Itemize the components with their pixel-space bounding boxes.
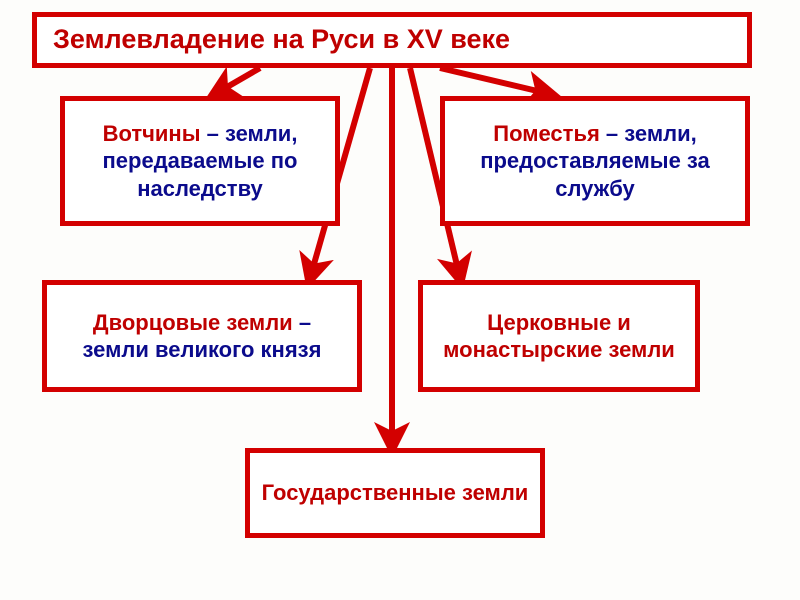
term: Поместья — [493, 121, 600, 146]
node-state: Государственные земли — [245, 448, 545, 538]
term: Вотчины — [103, 121, 201, 146]
node-votchiny: Вотчины – земли, передаваемые по наследс… — [60, 96, 340, 226]
node-pomestya: Поместья – земли, предоставляемые за слу… — [440, 96, 750, 226]
term: Государственные земли — [262, 480, 529, 505]
title-box: Землевладение на Руси в XV веке — [32, 12, 752, 68]
node-votchiny-text: Вотчины – земли, передаваемые по наследс… — [75, 120, 325, 203]
node-state-text: Государственные земли — [262, 479, 529, 507]
term: Церковные и монастырские земли — [443, 310, 675, 363]
term: Дворцовые земли — [93, 310, 293, 335]
title-text: Землевладение на Руси в XV веке — [53, 23, 510, 57]
node-dvortsovye-text: Дворцовые земли – земли великого князя — [57, 309, 347, 364]
node-dvortsovye: Дворцовые земли – земли великого князя — [42, 280, 362, 392]
node-church-text: Церковные и монастырские земли — [433, 309, 685, 364]
arrow-title-pomestya — [440, 68, 550, 94]
node-church: Церковные и монастырские земли — [418, 280, 700, 392]
node-pomestya-text: Поместья – земли, предоставляемые за слу… — [455, 120, 735, 203]
arrow-title-votchiny — [215, 68, 260, 94]
